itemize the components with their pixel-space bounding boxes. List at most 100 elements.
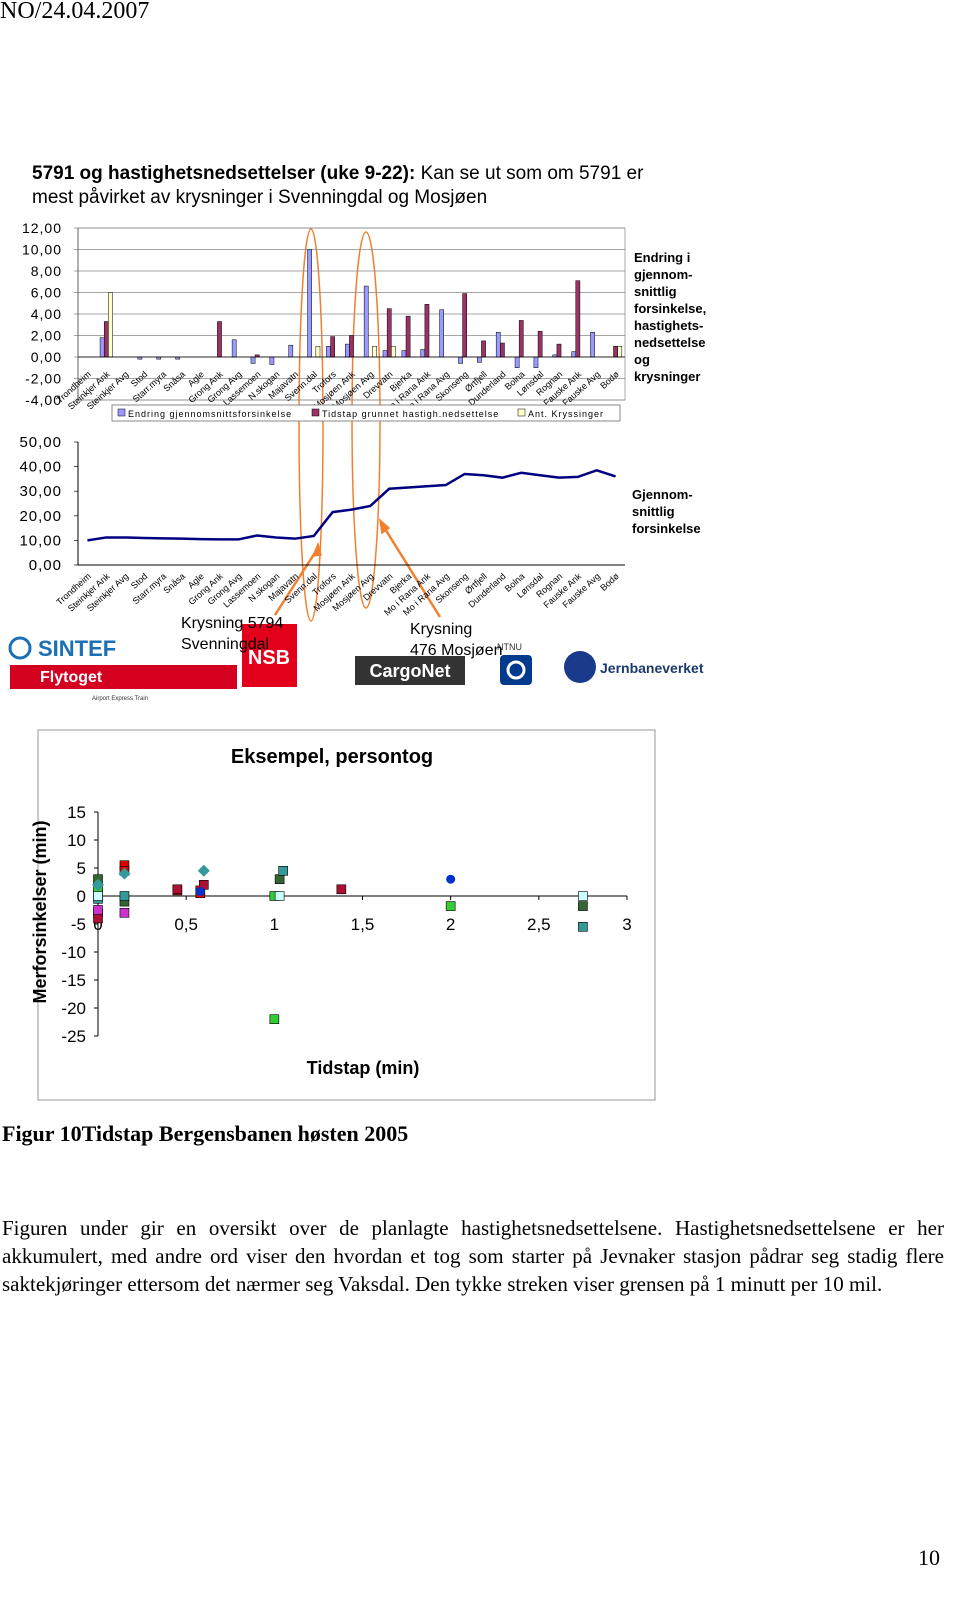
bar [617,346,623,358]
y-tick-label: -10 [61,943,86,962]
paragraph: Figuren under gir en oversikt over de pl… [2,1216,944,1296]
y-tick-label: -2,00 [25,371,62,387]
bar [500,342,505,358]
y-tick-label: 20,00 [19,508,62,525]
x-tick-label: 2,5 [527,915,551,934]
logo: NTNU [497,642,522,652]
x-tick-label: 0,5 [174,915,198,934]
scatter-frame [37,729,656,1101]
y-tick-label: 15 [67,803,86,822]
arrow-head [311,541,322,557]
bar [424,304,430,358]
highlight-ellipse [298,228,324,622]
x-tick-label: 1 [270,915,279,934]
side-label: nedsettelse [634,335,706,350]
point [119,891,130,901]
logos: SINTEF Flytoget Airport Express Train NS… [8,624,704,702]
y-tick-label: 6,00 [31,285,62,301]
y-tick-label: -20 [61,999,86,1018]
slide-title-bold: 5791 og hastighetsnedsettelser (uke 9-22… [32,163,416,184]
legend-frame [111,404,621,422]
x-tick-label: 3 [622,915,631,934]
side-label: Endring i [634,250,690,265]
point [278,865,288,876]
bar [386,308,392,358]
y-tick-label: 4,00 [31,306,62,322]
side-label: forsinkelse [632,521,701,536]
bar [391,346,396,358]
bar [495,332,501,358]
bar [349,335,354,358]
bar [103,321,109,358]
bar [556,343,562,358]
logo-box [355,656,465,685]
bar [330,336,335,358]
bar [405,315,411,358]
bar [250,356,256,364]
x-tick-label: Snåsa [161,369,187,394]
y-tick-label: 0,00 [31,349,62,365]
bar [575,280,581,358]
side-label: krysninger [634,369,700,384]
bar [315,346,321,358]
side-label: snittlig [634,284,677,299]
y-tick-label: 0,00 [29,557,62,574]
logo: NSB [248,647,290,669]
bar [345,343,350,358]
point [93,913,103,924]
legend-swatch [311,408,320,417]
bar [571,351,577,358]
y-tick-label: -25 [61,1027,86,1046]
x-tick-label: 1,5 [351,915,375,934]
point [446,874,456,884]
point [118,867,131,880]
y-tick-label: 12,00 [22,220,62,236]
x-axis-label: Tidstap (min) [307,1058,420,1078]
bar [481,340,486,358]
bar [533,356,539,368]
side-label: hastighets- [634,318,703,333]
bar [420,349,426,358]
bar [372,346,377,358]
point [93,905,103,915]
bar [217,321,222,358]
y-tick-label: 8,00 [31,263,62,279]
point [269,1014,280,1025]
side-label: Krysning [410,621,472,638]
point [274,891,285,901]
bar [613,346,618,358]
point [93,891,103,901]
bar [269,356,275,365]
line [87,468,616,542]
bar [231,339,237,358]
legend-label: Endring gjennomsnittsforsinkelse [128,409,292,419]
side-label: Gjennom- [632,487,693,502]
logo: Jernbaneverket [600,660,704,676]
logo-box [242,624,297,687]
point [336,884,347,895]
bar [326,346,331,358]
x-tick-label: 2 [446,915,455,934]
slide-title-rest: Kan se ut som om 5791 er mest påvirket a… [32,163,644,208]
y-tick-label: -4,00 [25,392,62,408]
legend-label: Ant. Kryssinger [528,409,604,419]
highlight-marks [273,228,442,622]
bar [401,350,407,358]
y-tick-label: -5 [71,915,86,934]
logo: CargoNet [369,661,450,681]
y-tick-label: 10 [67,831,86,850]
logo-icon [564,651,596,683]
legend-swatch [517,408,526,417]
side-label: gjennom- [634,267,693,282]
side-label: og [634,352,650,367]
legend-label: Tidstap grunnet hastigh.nedsettelse [322,409,499,419]
point [445,901,456,911]
y-tick-label: 10,00 [19,532,62,549]
bar [514,356,520,368]
point [195,887,205,897]
point [274,874,285,885]
x-tick-label: Bodø [598,571,621,593]
bar [458,356,463,364]
